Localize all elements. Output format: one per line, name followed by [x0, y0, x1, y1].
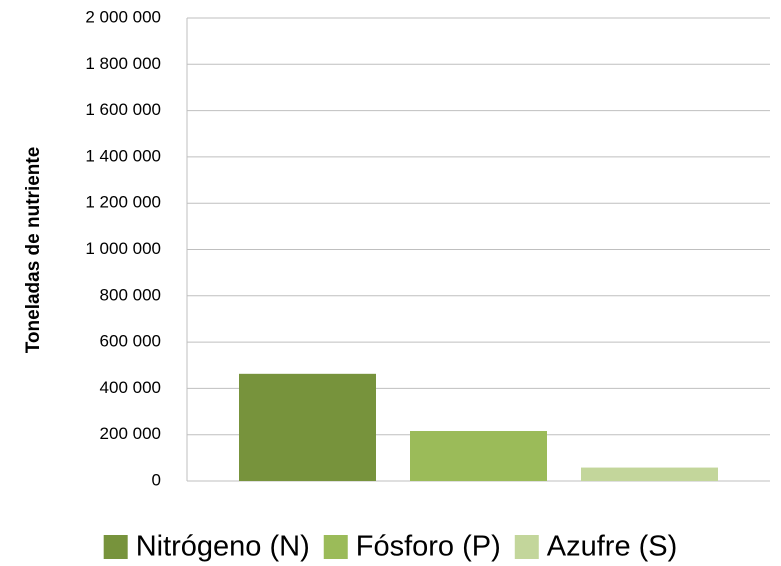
- legend-swatch: [323, 535, 348, 559]
- y-tick-label: 600 000: [100, 332, 161, 351]
- bar: [239, 373, 376, 481]
- legend-swatch: [514, 535, 539, 559]
- y-tick-label: 1 400 000: [85, 146, 161, 165]
- y-tick-label: 1 800 000: [85, 54, 161, 73]
- legend-swatch: [103, 535, 128, 559]
- y-tick-label: 1 200 000: [85, 193, 161, 212]
- y-tick-label: 400 000: [100, 378, 161, 397]
- y-axis-label: Toneladas de nutriente: [23, 147, 44, 354]
- legend-label: Fósforo (P): [356, 531, 501, 563]
- bar: [581, 467, 718, 481]
- legend-label: Nitrógeno (N): [136, 531, 310, 563]
- y-tick-label: 2 000 000: [85, 7, 161, 26]
- bar: [410, 430, 547, 481]
- y-tick-label: 200 000: [100, 424, 161, 443]
- legend-label: Azufre (S): [547, 531, 678, 563]
- y-tick-label: 0: [152, 470, 161, 489]
- y-tick-label: 800 000: [100, 285, 161, 304]
- y-tick-label: 1 600 000: [85, 100, 161, 119]
- y-tick-label: 1 000 000: [85, 239, 161, 258]
